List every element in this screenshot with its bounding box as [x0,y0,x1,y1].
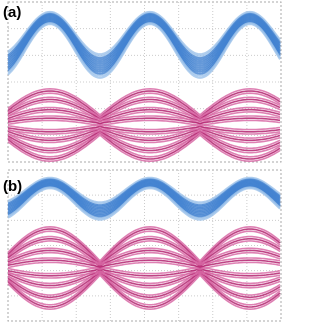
panel-label: (a) [3,4,21,21]
panel-b [8,170,281,321]
panel-a [8,2,281,162]
panel-label: (b) [3,178,22,195]
page: (a) (b) (() => { const data = JSON.parse… [0,0,320,323]
figure: (a) (b) [0,0,283,323]
